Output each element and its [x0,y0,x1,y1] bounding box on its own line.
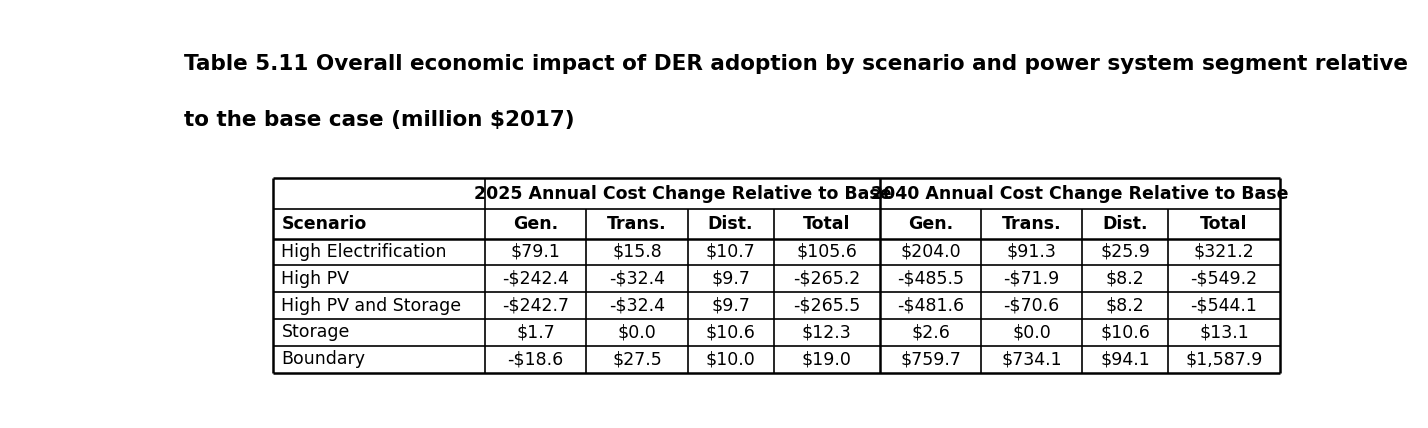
Text: Trans.: Trans. [1002,215,1061,233]
Text: -$265.5: -$265.5 [793,297,860,315]
Text: $19.0: $19.0 [801,350,851,368]
Text: $10.6: $10.6 [1101,324,1150,342]
Text: Total: Total [803,215,851,233]
Text: $10.6: $10.6 [705,324,755,342]
Text: $94.1: $94.1 [1101,350,1150,368]
Text: -$71.9: -$71.9 [1004,270,1060,288]
Text: $15.8: $15.8 [613,243,661,261]
Text: -$32.4: -$32.4 [608,297,665,315]
Text: to the base case (million $2017): to the base case (million $2017) [184,110,574,131]
Text: $9.7: $9.7 [711,270,750,288]
Text: 2025 Annual Cost Change Relative to Base: 2025 Annual Cost Change Relative to Base [474,184,891,203]
Text: $12.3: $12.3 [803,324,851,342]
Text: Gen.: Gen. [908,215,952,233]
Text: High PV and Storage: High PV and Storage [281,297,461,315]
Text: -$242.7: -$242.7 [503,297,570,315]
Text: $759.7: $759.7 [900,350,961,368]
Text: High Electrification: High Electrification [281,243,447,261]
Text: $1,587.9: $1,587.9 [1185,350,1262,368]
Text: $9.7: $9.7 [711,297,750,315]
Text: $27.5: $27.5 [613,350,661,368]
Text: Dist.: Dist. [1102,215,1148,233]
Text: $8.2: $8.2 [1105,297,1145,315]
Text: -$242.4: -$242.4 [503,270,570,288]
Text: Total: Total [1201,215,1248,233]
Text: $13.1: $13.1 [1200,324,1250,342]
Text: $91.3: $91.3 [1007,243,1057,261]
Text: $204.0: $204.0 [900,243,961,261]
Text: Boundary: Boundary [281,350,366,368]
Text: -$32.4: -$32.4 [608,270,665,288]
Text: -$18.6: -$18.6 [507,350,564,368]
Text: $8.2: $8.2 [1105,270,1145,288]
Text: $0.0: $0.0 [1012,324,1051,342]
Text: -$544.1: -$544.1 [1191,297,1258,315]
Text: High PV: High PV [281,270,350,288]
Text: -$265.2: -$265.2 [793,270,860,288]
Text: -$70.6: -$70.6 [1004,297,1060,315]
Text: $79.1: $79.1 [511,243,561,261]
Text: $2.6: $2.6 [911,324,950,342]
Text: $734.1: $734.1 [1001,350,1062,368]
Text: Trans.: Trans. [607,215,667,233]
Text: $0.0: $0.0 [617,324,657,342]
Text: $25.9: $25.9 [1101,243,1150,261]
Text: $10.7: $10.7 [705,243,755,261]
Text: 2040 Annual Cost Change Relative to Base: 2040 Annual Cost Change Relative to Base [871,184,1288,203]
Text: $105.6: $105.6 [797,243,857,261]
Text: Table 5.11 Overall economic impact of DER adoption by scenario and power system : Table 5.11 Overall economic impact of DE… [184,54,1408,74]
Text: $10.0: $10.0 [705,350,755,368]
Text: $321.2: $321.2 [1194,243,1254,261]
Text: -$481.6: -$481.6 [897,297,964,315]
Text: Dist.: Dist. [708,215,754,233]
Text: -$485.5: -$485.5 [897,270,964,288]
Text: $1.7: $1.7 [517,324,555,342]
Text: Gen.: Gen. [513,215,558,233]
Text: Scenario: Scenario [281,215,367,233]
Text: -$549.2: -$549.2 [1191,270,1258,288]
Text: Storage: Storage [281,324,350,342]
